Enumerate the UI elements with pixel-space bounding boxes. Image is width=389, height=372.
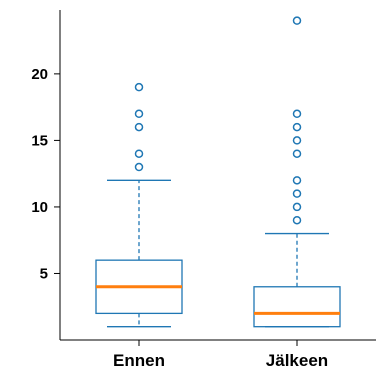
outlier-point (292, 136, 302, 145)
y-tick-label: 10 (31, 199, 48, 216)
iqr-box (253, 286, 341, 328)
outlier-point (292, 122, 302, 132)
outlier-point (134, 149, 144, 158)
y-tick-label: 5 (40, 265, 48, 282)
outlier-point (292, 16, 302, 25)
outlier-point (134, 122, 144, 132)
y-tick-label: 20 (31, 66, 48, 83)
axis-labels: 5 10 15 20 Ennen Jälkeen (31, 66, 328, 370)
x-tick-label: Jälkeen (266, 351, 328, 370)
x-tick-label: Ennen (113, 351, 165, 370)
outlier-point (292, 149, 302, 158)
outlier-point (292, 215, 302, 225)
outlier-point (292, 189, 302, 198)
box-ennen (95, 82, 183, 328)
y-tick-label: 15 (31, 132, 48, 149)
box-series (95, 16, 341, 328)
outlier-point (134, 162, 144, 172)
outlier-point (134, 109, 144, 119)
outlier-point (134, 82, 144, 92)
outlier-point (292, 176, 302, 185)
outlier-point (292, 109, 302, 119)
box-jälkeen (253, 16, 341, 328)
outlier-point (292, 202, 302, 212)
plot-axes (54, 10, 376, 346)
